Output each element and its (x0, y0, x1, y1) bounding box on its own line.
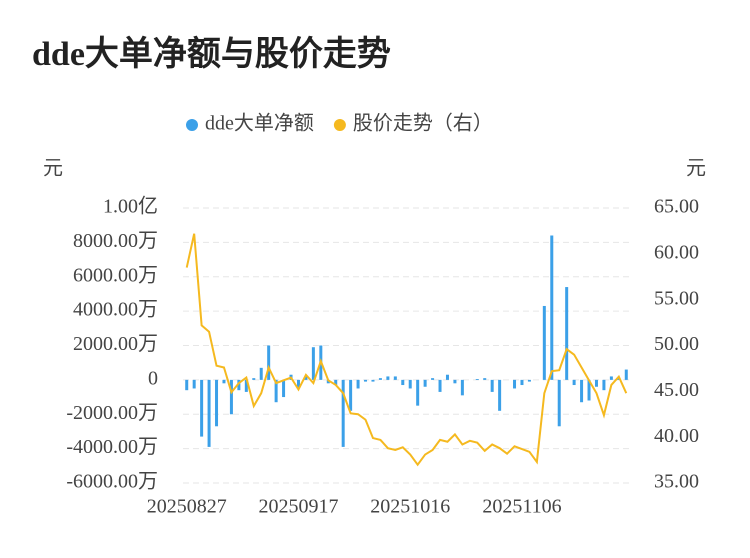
y2-tick-label: 65.00 (654, 196, 699, 218)
bar (416, 379, 420, 406)
bar (192, 379, 196, 389)
y-tick-label: 0 (148, 367, 158, 389)
y2-tick-label: 55.00 (654, 287, 699, 309)
bar (393, 376, 397, 380)
bar (438, 379, 442, 392)
y2-tick-label: 60.00 (654, 241, 699, 263)
legend-label: 股价走势（右） (353, 112, 493, 135)
bar (401, 379, 405, 386)
bar (542, 305, 546, 380)
bar (356, 379, 360, 389)
bar (572, 379, 576, 386)
bar (602, 379, 606, 391)
legend-label: dde大单净额 (205, 112, 314, 135)
bar (341, 379, 345, 447)
bar (453, 379, 457, 384)
bar (304, 376, 308, 380)
bar (520, 379, 524, 386)
bar (498, 379, 502, 411)
bar (587, 379, 591, 401)
bar (386, 376, 390, 380)
bar (229, 379, 233, 415)
bar (222, 379, 226, 384)
bar (267, 345, 271, 380)
bar (274, 379, 278, 403)
bar (185, 379, 189, 391)
bar (527, 379, 531, 382)
y-tick-label: -6000.00万 (66, 471, 158, 493)
bar (550, 235, 554, 380)
bar (513, 379, 517, 389)
bar (378, 378, 382, 380)
bar (349, 379, 353, 411)
bar (423, 379, 427, 387)
x-tick-label: 20251106 (482, 496, 561, 518)
bar (483, 378, 487, 380)
x-tick-label: 20250917 (258, 496, 338, 518)
bar (364, 379, 368, 382)
x-tick-label: 20250827 (147, 496, 227, 518)
bar (200, 379, 204, 437)
y-tick-label: 8000.00万 (73, 230, 158, 252)
bar (296, 379, 300, 389)
y-tick-label: 1.00亿 (103, 195, 158, 218)
bar (408, 379, 412, 389)
bar (259, 367, 263, 380)
y2-tick-label: 35.00 (654, 471, 699, 493)
y2-tick-label: 50.00 (654, 333, 699, 355)
legend-marker (333, 119, 346, 131)
bar (594, 379, 598, 387)
legend-marker (186, 119, 198, 131)
y-tick-label: 4000.00万 (73, 299, 158, 321)
bar (311, 347, 315, 380)
chart-title: dde大单净额与股价走势 (32, 35, 391, 73)
bar (244, 379, 248, 392)
bar (624, 369, 628, 380)
y-tick-label: 6000.00万 (73, 264, 158, 286)
bar (237, 379, 241, 391)
bar (445, 374, 449, 380)
y-tick-label: -2000.00万 (66, 402, 158, 424)
bar (431, 378, 435, 380)
x-tick-label: 20251016 (370, 496, 450, 518)
y2-axis-label: 元 (686, 158, 706, 180)
bar (207, 379, 211, 447)
bar (609, 376, 613, 380)
bar (557, 379, 561, 427)
y-tick-label: -4000.00万 (66, 436, 158, 458)
bar (460, 379, 464, 396)
bar (326, 379, 330, 384)
bar (565, 287, 569, 380)
price-line (185, 233, 628, 467)
bar (215, 379, 219, 427)
bar (282, 379, 286, 398)
bar (490, 379, 494, 392)
y2-tick-label: 40.00 (654, 425, 699, 447)
bar (475, 379, 479, 380)
bar (580, 379, 584, 403)
y2-tick-label: 45.00 (654, 379, 699, 401)
y-tick-label: 2000.00万 (73, 333, 158, 355)
bar (371, 379, 375, 382)
bar (334, 379, 338, 386)
y-axis-label: 元 (43, 158, 63, 180)
bar (252, 378, 256, 380)
